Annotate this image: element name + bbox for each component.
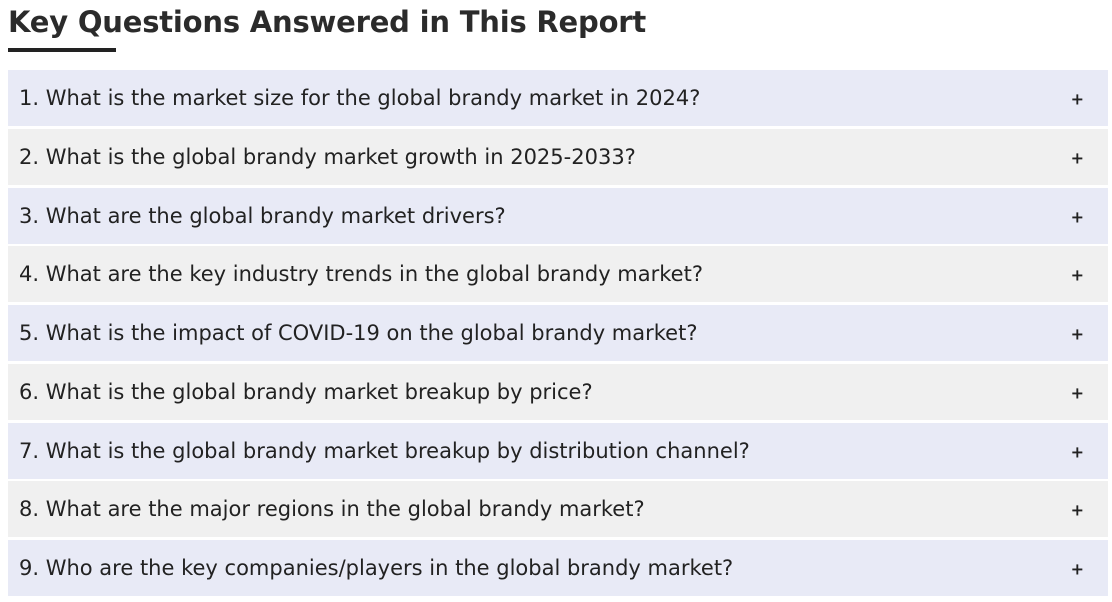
faq-item[interactable]: 6. What is the global brandy market brea… (8, 363, 1108, 420)
page-title: Key Questions Answered in This Report (8, 5, 647, 39)
faq-item[interactable]: 1. What is the market size for the globa… (8, 70, 1108, 126)
faq-item[interactable]: 3. What are the global brandy market dri… (8, 187, 1108, 244)
faq-question: 7. What is the global brandy market brea… (19, 438, 750, 463)
faq-question: 5. What is the impact of COVID-19 on the… (19, 321, 698, 345)
expand-plus-icon[interactable]: + (1070, 89, 1084, 109)
faq-item[interactable]: 2. What is the global brandy market grow… (8, 128, 1108, 185)
expand-plus-icon[interactable]: + (1070, 324, 1084, 344)
faq-item[interactable]: 4. What are the key industry trends in t… (8, 246, 1108, 303)
faq-question: 2. What is the global brandy market grow… (19, 144, 636, 169)
faq-item[interactable]: 8. What are the major regions in the glo… (8, 481, 1108, 538)
expand-plus-icon[interactable]: + (1070, 148, 1084, 168)
faq-question: 1. What is the market size for the globa… (19, 86, 701, 110)
faq-question: 3. What are the global brandy market dri… (19, 203, 506, 228)
title-underline (8, 48, 116, 52)
faq-item[interactable]: 7. What is the global brandy market brea… (8, 422, 1108, 479)
expand-plus-icon[interactable]: + (1070, 383, 1084, 403)
faq-item[interactable]: 5. What is the impact of COVID-19 on the… (8, 305, 1108, 361)
expand-plus-icon[interactable]: + (1070, 265, 1084, 285)
expand-plus-icon[interactable]: + (1070, 559, 1084, 579)
faq-question: 6. What is the global brandy market brea… (19, 379, 593, 404)
expand-plus-icon[interactable]: + (1070, 207, 1084, 227)
faq-question: 4. What are the key industry trends in t… (19, 262, 703, 287)
expand-plus-icon[interactable]: + (1070, 500, 1084, 520)
faq-question: 8. What are the major regions in the glo… (19, 497, 645, 522)
faq-item[interactable]: 9. Who are the key companies/players in … (8, 540, 1108, 596)
faq-question: 9. Who are the key companies/players in … (19, 556, 734, 580)
faq-accordion: 1. What is the market size for the globa… (8, 70, 1108, 599)
expand-plus-icon[interactable]: + (1070, 442, 1084, 462)
